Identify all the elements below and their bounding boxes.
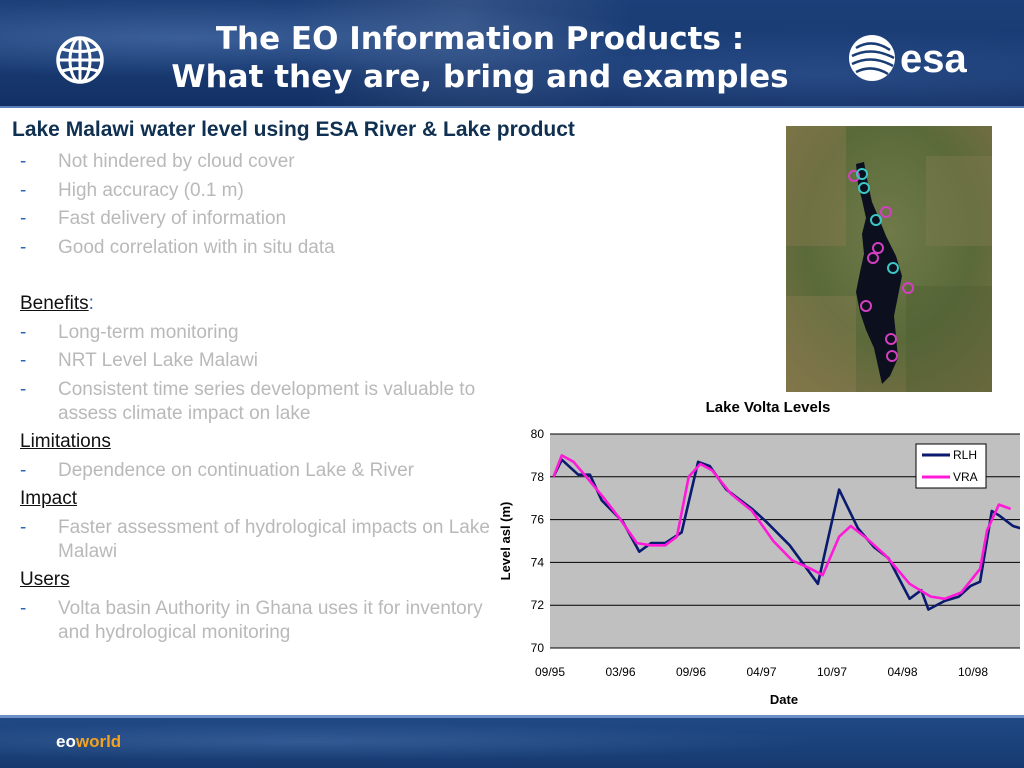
chart-legend: RLH VRA — [915, 443, 987, 489]
bullet-dash: - — [20, 516, 27, 538]
series-line-vra — [552, 454, 1012, 601]
y-tick-label: 78 — [531, 470, 545, 484]
eoworld-world: world — [75, 732, 122, 751]
header-banner: The EO Information Products : What they … — [0, 0, 1024, 108]
bullet-dash: - — [20, 321, 27, 343]
esa-swirl-icon — [849, 35, 895, 81]
legend-label-rlh: RLH — [953, 448, 977, 462]
title-line-1: The EO Information Products : — [215, 21, 745, 57]
bullet-list: - Not hindered by cloud cover - High accur… — [20, 150, 490, 649]
footer-divider — [0, 715, 1024, 718]
globe-icon — [56, 36, 104, 84]
x-axis-label: Date — [770, 692, 798, 707]
bullet-dash: - — [20, 236, 27, 258]
esa-logo: esa — [849, 35, 967, 81]
bullet-item: - Long-term monitoring — [20, 321, 490, 345]
section-title-limitations: Limitations — [20, 431, 111, 452]
chart-title: Lake Volta Levels — [706, 399, 831, 416]
bullet-text: Not hindered by cloud cover — [58, 151, 295, 172]
bullet-text: Faster assessment of hydrological impact… — [58, 516, 490, 562]
bullet-text: Long-term monitoring — [58, 321, 239, 343]
lake-volta-levels-chart: Lake Volta Levels 70 72 74 76 78 80 09/95 03/9… — [498, 399, 1020, 707]
legend-box — [915, 443, 987, 489]
section-title-benefits: Benefits: — [20, 292, 490, 316]
bullet-item: - NRT Level Lake Malawi — [20, 349, 490, 373]
footer-bar: eoworld — [0, 715, 1024, 768]
x-tick-label: 09/96 — [676, 665, 706, 679]
bullet-text: Dependence on continuation Lake & River — [58, 459, 414, 481]
bullet-dash: - — [20, 208, 27, 229]
y-axis-label: Level asl (m) — [498, 502, 513, 581]
page-title: The EO Information Products : What they … — [120, 20, 840, 96]
x-tick-label: 04/97 — [746, 665, 776, 679]
bullet-item: - Consistent time series development is v… — [20, 378, 490, 426]
bullet-dash: - — [20, 179, 27, 201]
title-line-2: What they are, bring and examples — [171, 59, 789, 95]
bullet-item: - Dependence on continuation Lake & River — [20, 459, 490, 483]
spacer — [20, 264, 490, 292]
x-tick-label: 09/95 — [535, 665, 565, 679]
bullet-item: - High accuracy (0.1 m) — [20, 179, 490, 203]
lake-malawi-satellite-image — [786, 126, 992, 392]
x-tick-label: 10/97 — [817, 665, 847, 679]
y-tick-label: 70 — [531, 641, 545, 655]
bullet-dash: - — [20, 350, 27, 371]
bullet-item: - Faster assessment of hydrological impac… — [20, 516, 490, 564]
benefits-colon: : — [88, 293, 94, 314]
section-title-impact: Impact — [20, 488, 78, 509]
slide-heading: Lake Malawi water level using ESA River … — [12, 118, 575, 141]
esa-logo-text: esa — [900, 37, 967, 81]
bullet-dash: - — [20, 378, 27, 400]
bullet-item: - Fast delivery of information — [20, 207, 490, 231]
bullet-text: Consistent time series development is va… — [58, 378, 476, 424]
y-tick-label: 80 — [531, 427, 545, 441]
y-tick-label: 72 — [531, 598, 545, 612]
bullet-text: Good correlation with in situ data — [58, 236, 335, 258]
bullet-item: - Good correlation with in situ data — [20, 236, 490, 260]
eoworld-logo: eoworld — [56, 732, 121, 752]
bullet-dash: - — [20, 597, 27, 619]
section-title-users: Users — [20, 569, 70, 590]
legend-label-vra: VRA — [953, 470, 978, 484]
bullet-item: - Volta basin Authority in Ghana uses it … — [20, 597, 490, 645]
x-tick-label: 03/96 — [605, 665, 635, 679]
eoworld-eo: eo — [56, 732, 76, 751]
bullet-item: - Not hindered by cloud cover — [20, 150, 490, 174]
x-tick-label: 10/98 — [958, 665, 988, 679]
bullet-dash: - — [20, 151, 27, 172]
header-divider — [0, 106, 1024, 108]
bullet-dash: - — [20, 459, 27, 481]
bullet-text: Fast delivery of information — [58, 208, 287, 229]
bullet-text: Volta basin Authority in Ghana uses it f… — [58, 597, 483, 643]
x-tick-label: 04/98 — [887, 665, 917, 679]
y-tick-label: 74 — [531, 555, 545, 569]
bullet-text: High accuracy (0.1 m) — [58, 179, 244, 201]
benefits-label: Benefits — [20, 293, 89, 314]
y-tick-label: 76 — [531, 513, 545, 527]
bullet-text: NRT Level Lake Malawi — [58, 350, 258, 371]
